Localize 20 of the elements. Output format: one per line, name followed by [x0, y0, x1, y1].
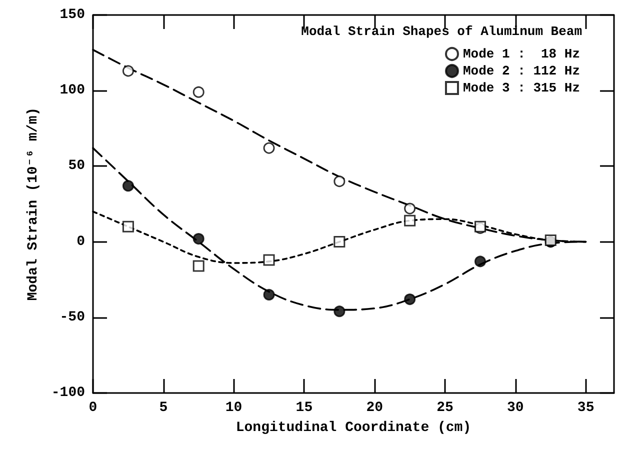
- y-axis-title: Modal Strain (10⁻⁶ m/m): [25, 107, 42, 301]
- x-tick-label: 25: [436, 400, 454, 416]
- x-tick-label: 20: [366, 400, 384, 416]
- x-tick-label: 35: [577, 400, 594, 416]
- y-tick-label: -50: [60, 309, 85, 326]
- y-tick-label: -100: [51, 385, 85, 401]
- legend-label: Mode 2 : 112 Hz: [462, 64, 580, 78]
- y-tick-label: 0: [76, 234, 85, 250]
- x-axis-title: Longitudinal Coordinate (cm): [236, 420, 472, 436]
- y-tick-label: 50: [68, 158, 85, 174]
- x-tick-label: 0: [88, 400, 98, 416]
- y-tick-label: 150: [60, 7, 85, 23]
- x-tick-label: 10: [225, 400, 242, 416]
- x-tick-label: 5: [159, 400, 168, 416]
- y-tick-label: 100: [60, 82, 85, 99]
- x-tick-label: 15: [296, 400, 313, 416]
- legend-label: Mode 3 : 315 Hz: [462, 80, 580, 96]
- text: Modal Strain Shapes of Aluminum Beam: [301, 24, 582, 39]
- x-tick-label: 30: [507, 400, 524, 416]
- legend-label: Mode 1 : 18 Hz: [462, 46, 580, 62]
